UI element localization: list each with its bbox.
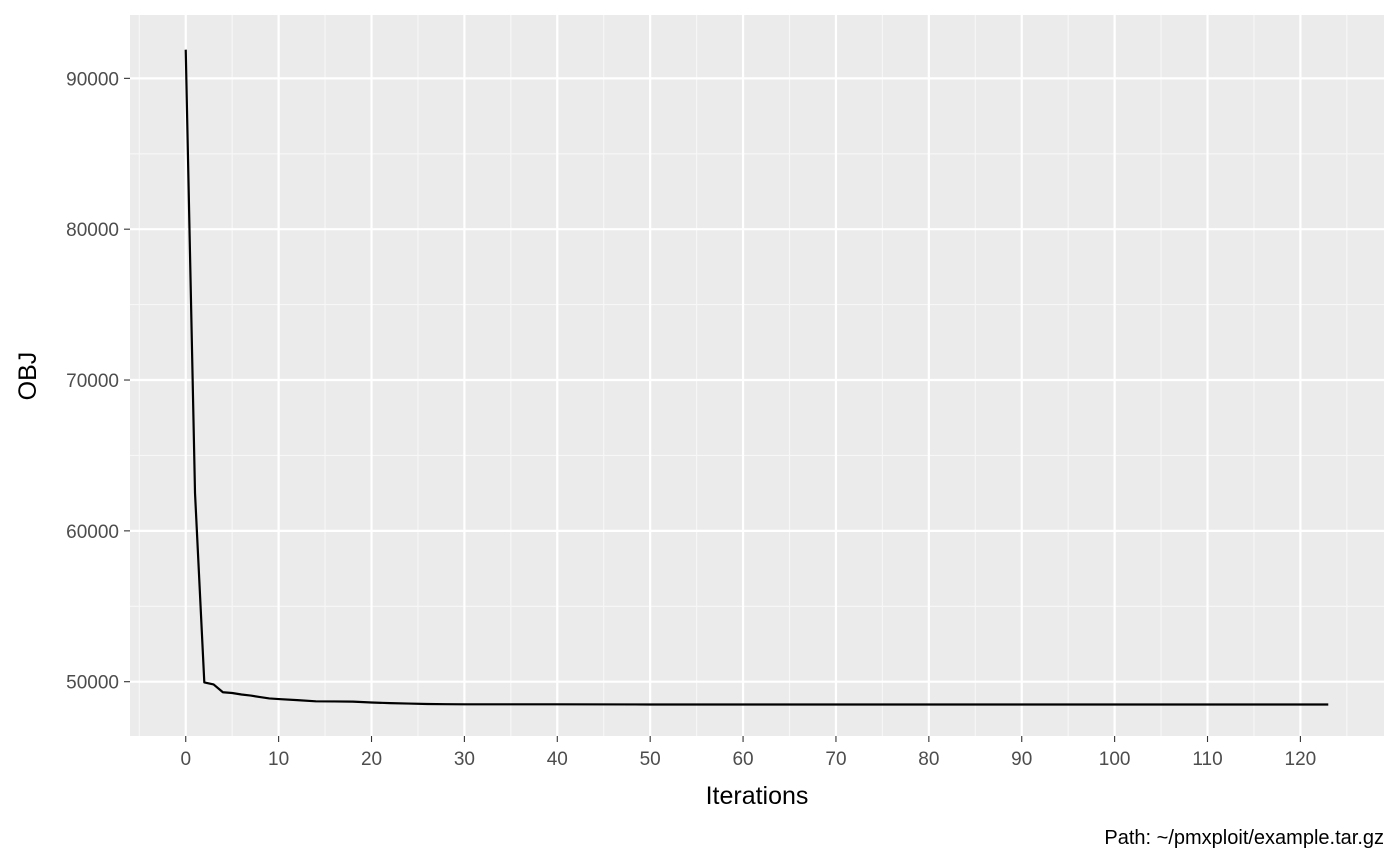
x-tick-label: 110 bbox=[1192, 749, 1222, 770]
y-axis: 50000 60000 70000 80000 90000 bbox=[66, 69, 130, 694]
plot-panel bbox=[130, 15, 1384, 736]
x-axis-title: Iterations bbox=[706, 782, 809, 810]
major-gridlines bbox=[130, 15, 1384, 736]
x-tick-label: 20 bbox=[361, 749, 382, 770]
x-axis: 0 10 20 30 40 50 60 70 80 90 100 110 120 bbox=[180, 736, 1316, 770]
series-layer bbox=[184, 49, 1329, 706]
x-tick-label: 80 bbox=[918, 749, 939, 770]
y-tick-label: 90000 bbox=[66, 69, 119, 90]
caption: Path: ~/pmxploit/example.tar.gz bbox=[1104, 827, 1384, 849]
x-tick-label: 10 bbox=[268, 749, 289, 770]
y-tick-label: 70000 bbox=[66, 371, 119, 392]
series-line bbox=[184, 49, 1329, 706]
x-tick-label: 70 bbox=[825, 749, 846, 770]
y-tick-label: 80000 bbox=[66, 220, 119, 241]
x-tick-label: 100 bbox=[1099, 749, 1131, 770]
x-tick-label: 90 bbox=[1011, 749, 1032, 770]
x-tick-label: 40 bbox=[547, 749, 568, 770]
y-tick-label: 50000 bbox=[66, 673, 119, 694]
x-tick-label: 0 bbox=[180, 749, 191, 770]
minor-gridlines bbox=[130, 15, 1384, 736]
x-tick-label: 120 bbox=[1285, 749, 1317, 770]
y-axis-title: OBJ bbox=[14, 352, 42, 401]
x-tick-label: 60 bbox=[732, 749, 753, 770]
y-tick-label: 60000 bbox=[66, 522, 119, 543]
x-tick-label: 30 bbox=[454, 749, 475, 770]
x-tick-label: 50 bbox=[640, 749, 661, 770]
